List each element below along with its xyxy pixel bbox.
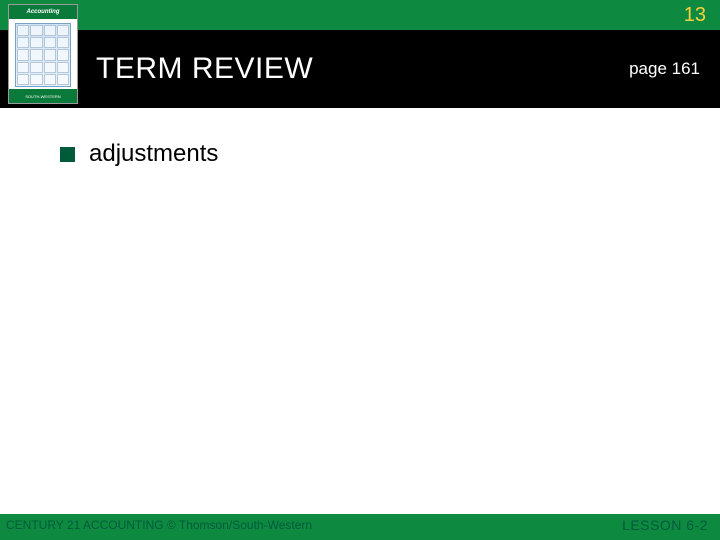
book-pane xyxy=(17,25,29,36)
book-pane xyxy=(30,62,42,73)
square-bullet-icon xyxy=(60,147,75,162)
top-band: 13 xyxy=(0,0,720,30)
book-pane xyxy=(57,37,69,48)
book-pane xyxy=(44,74,56,85)
book-pane xyxy=(30,74,42,85)
book-brand-text: Accounting xyxy=(27,9,60,15)
copyright-text: CENTURY 21 ACCOUNTING © Thomson/South-We… xyxy=(6,518,312,532)
bullet-item: adjustments xyxy=(60,140,660,168)
book-pane xyxy=(30,49,42,60)
content-area: adjustments xyxy=(60,140,660,186)
book-pane xyxy=(17,37,29,48)
book-cover-thumbnail: Accounting SOUTH-WESTERN xyxy=(8,4,78,104)
footer-band: CENTURY 21 ACCOUNTING © Thomson/South-We… xyxy=(0,514,720,540)
title-band: TERM REVIEW page 161 xyxy=(0,30,720,108)
book-pane xyxy=(44,25,56,36)
book-pane xyxy=(57,62,69,73)
book-publisher-text: SOUTH-WESTERN xyxy=(25,94,60,99)
lesson-label: LESSON 6-2 xyxy=(622,517,708,533)
book-publisher-strip: SOUTH-WESTERN xyxy=(9,89,77,103)
bullet-text: adjustments xyxy=(89,140,218,168)
book-pane xyxy=(57,25,69,36)
book-pane xyxy=(57,49,69,60)
book-pane xyxy=(17,49,29,60)
slide-title: TERM REVIEW xyxy=(96,52,313,86)
page-reference: page 161 xyxy=(629,59,700,79)
book-pane xyxy=(44,49,56,60)
slide-number: 13 xyxy=(684,4,706,27)
book-pane xyxy=(17,74,29,85)
book-pane xyxy=(44,62,56,73)
book-pane xyxy=(30,25,42,36)
book-pane xyxy=(30,37,42,48)
book-brand-strip: Accounting xyxy=(9,5,77,19)
slide: 13 TERM REVIEW page 161 Accounting xyxy=(0,0,720,540)
book-pane xyxy=(57,74,69,85)
book-cover-art xyxy=(15,23,71,87)
book-pane xyxy=(17,62,29,73)
book-pane xyxy=(44,37,56,48)
